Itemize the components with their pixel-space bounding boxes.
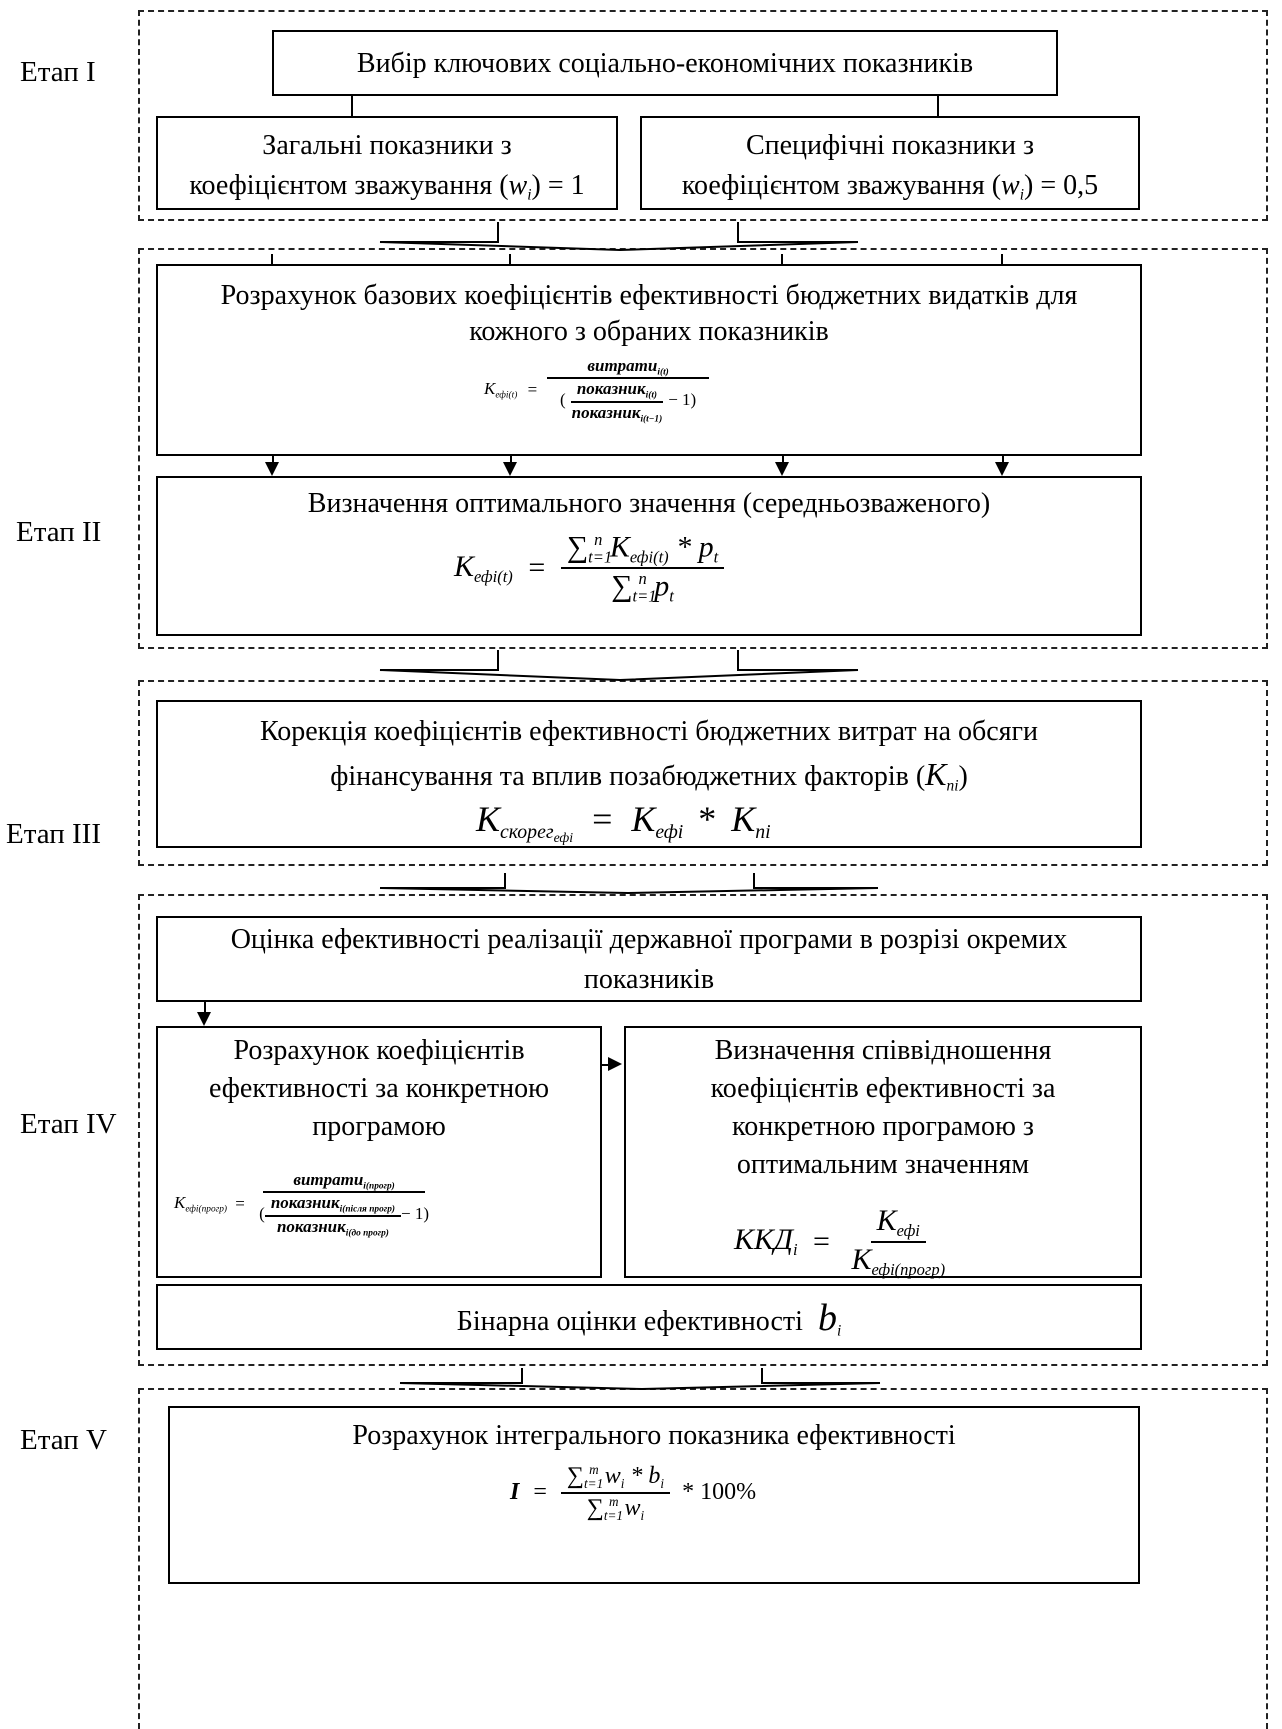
arrow-down-program — [197, 1012, 211, 1026]
connector-2-3 — [379, 650, 859, 682]
arrow-down-2 — [503, 462, 517, 476]
connector-4-5 — [399, 1368, 881, 1391]
stage-label-2: Етап II — [16, 516, 102, 548]
arrow-down-4 — [995, 462, 1009, 476]
stage4-container — [138, 894, 1268, 1366]
ratio-box: Визначення співвідношення коефіцієнтів е… — [624, 1026, 1142, 1279]
base-coefficients-title: Розрахунок базових коефіцієнтів ефективн… — [220, 280, 1078, 347]
ratio-title: Визначення співвідношення коефіцієнтів е… — [710, 1035, 1056, 1180]
correction-title-line2: фінансування та вплив позабюджетних факт… — [330, 756, 968, 795]
general-indicators-box: Загальні показники з коефіцієнтом зважув… — [156, 116, 618, 210]
general-indicators-line2: коефіцієнтом зважування (wi) = 1 — [189, 170, 585, 204]
stage1-container — [138, 10, 1268, 221]
stage5-container — [138, 1388, 1268, 1729]
correction-title-line1: Корекція коефіцієнтів ефективності бюдже… — [259, 716, 1039, 747]
binary-evaluation-box: Бінарна оцінки ефективності bi — [156, 1284, 1142, 1350]
stage-label-4: Етап IV — [20, 1108, 117, 1140]
optimal-value-formula: Kефі(t) = ∑t=1n Kефі(t) * pt ∑t=1n pt — [454, 530, 725, 607]
integral-indicator-formula: I = ∑t=1m wi * bi ∑t=1m wi * 100% — [510, 1462, 757, 1523]
select-indicators-text: Вибір ключових соціально-економічних пок… — [356, 48, 974, 79]
base-coefficients-box: Розрахунок базових коефіцієнтів ефективн… — [156, 264, 1142, 456]
binary-evaluation-text: Бінарна оцінки ефективності bi — [456, 1297, 842, 1340]
specific-indicators-line1: Специфічні показники з — [745, 130, 1035, 161]
arrow-down-3 — [775, 462, 789, 476]
program-evaluation-box: Оцінка ефективності реалізації державної… — [156, 916, 1142, 1002]
optimal-value-box: Визначення оптимального значення (середн… — [156, 476, 1142, 636]
program-evaluation-title: Оцінка ефективності реалізації державної… — [230, 924, 1068, 995]
stage-label-3: Етап III — [6, 818, 101, 850]
arrow-right-ratio — [608, 1057, 622, 1071]
base-coefficient-formula: Kефі(t) = витратиi(t) (показникi(t) показ… — [484, 356, 709, 424]
stage3-container — [138, 680, 1268, 866]
connector-1-2 — [379, 222, 859, 252]
integral-indicator-box: Розрахунок інтегрального показника ефект… — [168, 1406, 1140, 1584]
correction-formula: Kскорегефі = Kефі * Kni — [476, 799, 771, 846]
ratio-formula: ККДi = Kефі Kефі(прогр) — [734, 1204, 946, 1279]
optimal-value-title: Визначення оптимального значення (середн… — [307, 488, 991, 519]
correction-box: Корекція коефіцієнтів ефективності бюдже… — [156, 700, 1142, 848]
program-coefficients-title: Розрахунок коефіцієнтів ефективності за … — [209, 1035, 549, 1142]
arrow-down-1 — [265, 462, 279, 476]
program-coefficient-formula: Kефі(прогр) = витратиi(прогр) (показникi… — [174, 1170, 429, 1238]
stage2-container — [138, 248, 1268, 649]
specific-indicators-line2: коефіцієнтом зважування (wi) = 0,5 — [681, 170, 1099, 204]
stage-label-1: Етап I — [20, 56, 96, 88]
integral-indicator-title: Розрахунок інтегрального показника ефект… — [352, 1420, 956, 1451]
program-coefficients-box: Розрахунок коефіцієнтів ефективності за … — [156, 1026, 602, 1278]
stage-label-5: Етап V — [20, 1424, 107, 1456]
specific-indicators-box: Специфічні показники з коефіцієнтом зваж… — [640, 116, 1140, 210]
select-indicators-box: Вибір ключових соціально-економічних пок… — [272, 30, 1058, 96]
connector-3-4 — [379, 873, 879, 895]
general-indicators-line1: Загальні показники з — [262, 130, 512, 161]
